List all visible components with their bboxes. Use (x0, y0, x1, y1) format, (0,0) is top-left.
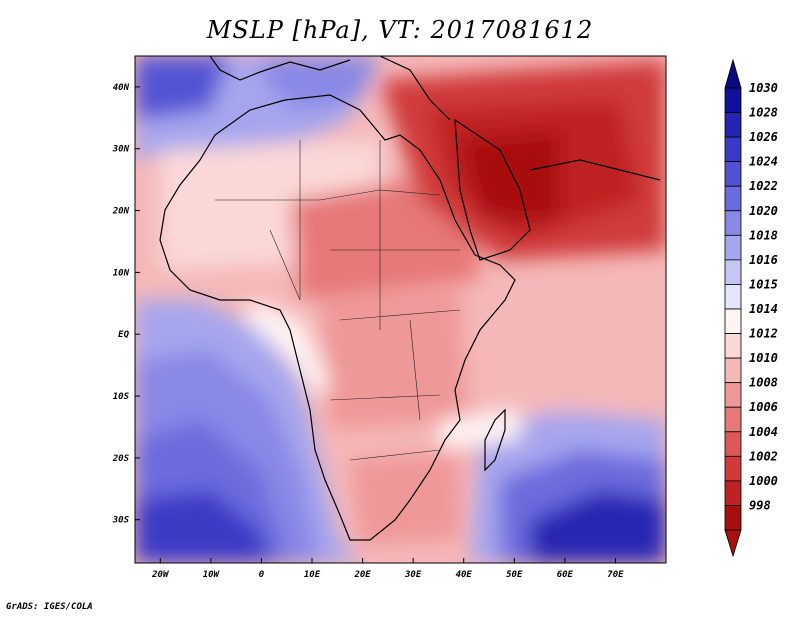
colorbar-label: 1000 (749, 474, 778, 488)
colorbar-label: 1015 (749, 277, 778, 291)
lat-tick-label: 30N (112, 145, 130, 155)
lat-tick-label: EQ (118, 330, 129, 340)
colorbar-swatch (724, 234, 742, 261)
coastlines (159, 56, 661, 541)
colorbar-swatch (724, 284, 742, 310)
colorbar-swatch (724, 455, 742, 482)
lon-tick-label: 20W (151, 570, 170, 580)
colorbar-bottom-arrow (724, 529, 742, 558)
colorbar-swatch (724, 210, 742, 236)
colorbar-swatch (724, 308, 742, 334)
colorbar-label: 1014 (749, 302, 778, 316)
colorbar-label: 1026 (749, 130, 778, 144)
lon-tick-label: 70E (607, 570, 624, 580)
colorbar-label: 1006 (749, 400, 778, 414)
colorbar-label: 998 (749, 498, 771, 512)
colorbar-label: 1004 (749, 425, 778, 439)
lon-tick-label: 0 (259, 570, 265, 580)
lat-tick-label: 30S (112, 516, 130, 526)
colorbar-swatch (724, 87, 742, 113)
country-borders (215, 140, 461, 461)
colorbar-label: 1028 (749, 106, 778, 120)
grads-credit: GrADS: IGES/COLA (6, 602, 93, 612)
map-frame (134, 55, 667, 564)
lat-tick-label: 10S (113, 392, 130, 402)
colorbar-label: 1022 (749, 179, 778, 193)
colorbar-label: 1024 (749, 155, 778, 169)
lat-tick-label: 20N (112, 207, 130, 217)
colorbar-top-arrow (724, 58, 742, 89)
colorbar-label: 1012 (749, 327, 778, 341)
colorbar-swatch (724, 382, 742, 408)
colorbar-label: 1018 (749, 228, 778, 242)
lon-tick-label: 10E (304, 570, 321, 580)
colorbar-swatch (724, 333, 742, 359)
colorbar-swatch (724, 259, 742, 285)
lat-tick-label: 20S (112, 454, 130, 464)
pressure-field (135, 56, 666, 563)
colorbar-swatch (724, 112, 742, 138)
lat-tick-label: 40N (113, 83, 130, 93)
lat-tick-label: 10N (113, 268, 130, 278)
colorbar-swatch (724, 161, 742, 187)
colorbar-swatch (724, 357, 742, 384)
lon-tick-label: 10W (203, 570, 221, 580)
colorbar-swatch (724, 480, 742, 506)
colorbar: 1030 1028 1026 1024 1022 1020 1018 1016 1015 1014… (724, 58, 778, 558)
lon-tick-label: 40E (456, 570, 473, 580)
lon-tick-label: 30E (404, 570, 422, 580)
map-title: MSLP [hPa], VT: 2017081612 (206, 16, 594, 44)
colorbar-label: 1008 (749, 376, 778, 390)
colorbar-swatch (724, 406, 742, 433)
lon-tick-label: 20E (353, 570, 371, 580)
colorbar-swatch (724, 136, 742, 163)
colorbar-label: 1016 (749, 253, 778, 267)
colorbar-label: 1010 (749, 351, 778, 365)
colorbar-label: 1030 (749, 81, 778, 95)
axis-ticks: 20W 10W 0 10E 20E 30E 40E 50E 60E 70E 40N 30N 20N 10N… (112, 83, 624, 580)
lon-tick-label: 50E (506, 570, 523, 580)
colorbar-label: 1002 (749, 449, 778, 463)
colorbar-swatch (724, 185, 742, 212)
colorbar-swatch (724, 431, 742, 457)
colorbar-label: 1020 (749, 204, 778, 218)
lon-tick-label: 60E (557, 570, 574, 580)
colorbar-swatch (724, 505, 742, 531)
